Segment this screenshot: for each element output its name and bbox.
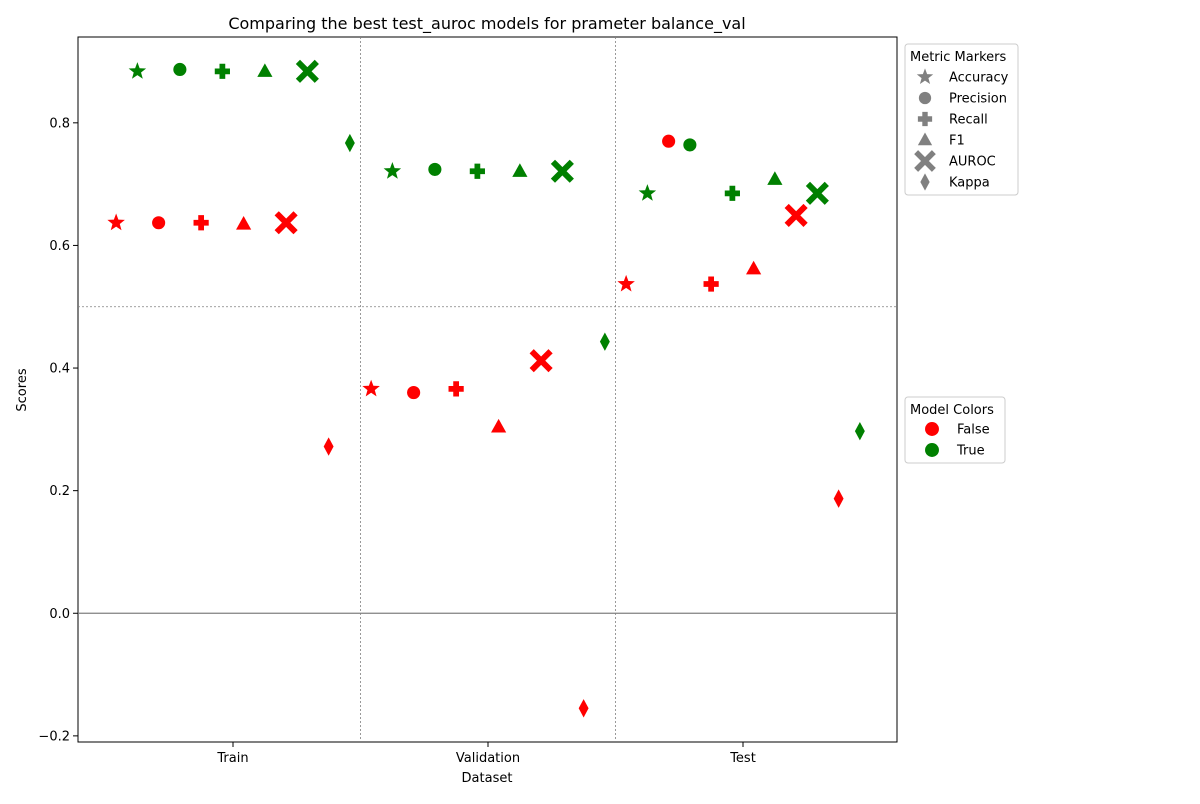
y-axis-label: Scores <box>15 368 30 411</box>
legend-label: False <box>957 423 990 438</box>
chart-title: Comparing the best test_auroc models for… <box>228 14 745 34</box>
legend-label: AUROC <box>949 155 996 170</box>
data-point <box>784 203 808 227</box>
data-point <box>746 260 762 275</box>
data-point <box>833 489 844 508</box>
legend-label: F1 <box>949 134 965 149</box>
legend-title: Model Colors <box>910 403 994 418</box>
data-point <box>193 215 209 231</box>
legend-marker <box>914 150 936 172</box>
legend-label: Accuracy <box>949 71 1009 86</box>
data-point <box>236 215 252 230</box>
data-point <box>638 184 657 201</box>
data-point <box>529 349 553 373</box>
legend-marker <box>920 173 930 191</box>
data-point <box>491 418 507 433</box>
data-point <box>257 63 273 77</box>
data-point <box>767 171 783 185</box>
y-tick-label: 0.2 <box>49 484 70 499</box>
y-tick-label: −0.2 <box>38 729 70 744</box>
plot-frame <box>77 36 898 743</box>
data-point <box>344 133 355 153</box>
data-point <box>152 216 166 230</box>
y-tick-label: 0.8 <box>49 116 70 131</box>
legend-label: True <box>956 444 985 459</box>
model-colors-legend: Model Colors False True <box>904 396 1006 464</box>
legend-marker <box>925 443 939 457</box>
data-point <box>448 381 464 397</box>
data-point <box>578 699 589 718</box>
legend-label: Precision <box>949 92 1007 107</box>
data-point <box>703 276 719 292</box>
data-point <box>805 181 829 205</box>
legend-label: Kappa <box>949 176 990 191</box>
data-point <box>662 134 676 148</box>
x-tick-label: Train <box>216 751 248 766</box>
legend-marker <box>917 111 933 127</box>
data-point <box>469 163 485 179</box>
y-tick-label: 0.4 <box>49 362 70 377</box>
legend-marker <box>925 422 939 436</box>
data-point <box>854 421 865 441</box>
legend-marker <box>918 91 932 105</box>
data-point <box>274 211 298 235</box>
data-point <box>407 386 421 400</box>
plot-area: −0.2 0.0 0.2 0.4 0.6 0.8 Train Validation Test <box>38 36 898 766</box>
data-point <box>724 185 740 201</box>
x-tick-label: Validation <box>456 751 520 766</box>
x-axis-label: Dataset <box>462 771 513 786</box>
data-point <box>550 159 574 183</box>
x-tick-label: Test <box>729 751 756 766</box>
y-tick-label: 0.6 <box>49 239 70 254</box>
metric-markers-legend: Metric Markers Accuracy Precision Recall F1 A… <box>904 43 1019 196</box>
legend-frame <box>904 43 1019 196</box>
data-point <box>107 213 125 231</box>
data-point <box>173 62 187 77</box>
data-point <box>362 379 380 397</box>
legend-marker <box>917 132 933 146</box>
data-point <box>214 63 230 79</box>
data-point <box>599 332 610 351</box>
data-point <box>617 274 635 292</box>
data-point <box>512 163 528 177</box>
legend-label: Recall <box>949 113 988 128</box>
legend-title: Metric Markers <box>910 50 1006 65</box>
data-point <box>383 162 402 179</box>
data-point <box>128 62 147 79</box>
data-point <box>428 162 442 176</box>
data-point <box>683 138 697 152</box>
y-tick-label: 0.0 <box>49 607 70 622</box>
legend-marker <box>916 68 934 84</box>
data-point <box>323 437 334 456</box>
data-point <box>295 59 319 83</box>
